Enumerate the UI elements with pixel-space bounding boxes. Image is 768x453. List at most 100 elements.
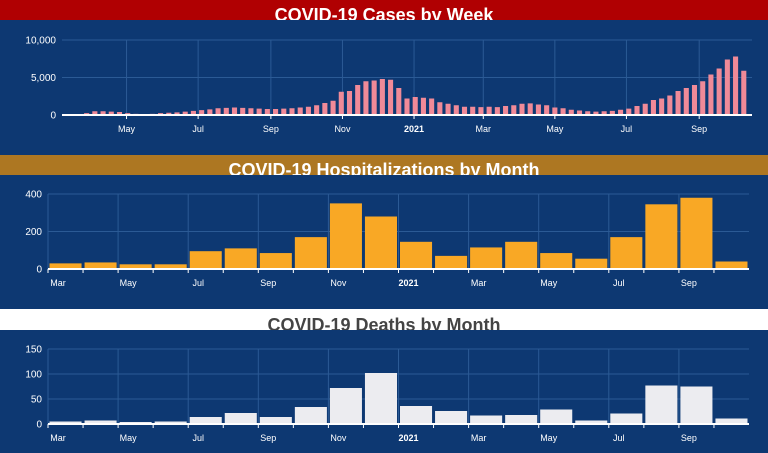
deaths-bar [224,413,257,424]
cases-bar [568,109,574,115]
hosp-bar [470,247,503,269]
cases-bar [256,108,262,115]
cases-bar [593,111,599,115]
deaths-bar [680,386,713,424]
hosp-y-tick-label: 0 [36,265,42,276]
hosp-x-tick-label: Jul [192,278,204,288]
deaths-x-tick-label: Nov [330,433,347,443]
cases-bar [108,111,114,115]
deaths-x-tick-label: Sep [260,433,276,443]
cases-bar [281,108,287,115]
cases-bar [100,111,106,115]
deaths-bar [329,388,362,424]
cases-bar [700,81,706,115]
hosp-bar [259,253,292,269]
cases-by-week-chart: 0 5,000 10,000 May Jul Sep Nov 2021 Mar May Jul Sep [25,36,752,134]
cases-bar [716,68,722,115]
cases-bar [503,106,509,115]
cases-bar [305,106,311,115]
hospitalizations-chart-title-band: COVID-19 Hospitalizations by Month [0,155,768,175]
hosp-x-tick-label: 2021 [398,278,418,288]
cases-chart-title: COVID-19 Cases by Week [274,5,494,20]
deaths-by-month-chart: 0 50 100 150 Mar May Jul Sep Nov 2021 Mar May Jul Sep [25,345,749,443]
deaths-bar [294,407,327,424]
cases-bar [404,98,410,115]
deaths-y-tick-label: 100 [25,370,42,381]
hosp-bar [505,241,538,269]
cases-x-tick-label: Nov [334,124,351,134]
hosp-bar [645,204,678,269]
cases-bar [683,88,689,115]
deaths-bar [189,417,222,424]
cases-bar [667,95,673,115]
hosp-x-tick-label: Mar [471,278,487,288]
cases-bar [388,79,394,115]
deaths-bar [610,413,643,424]
deaths-x-tick-label: Mar [471,433,487,443]
cases-x-tick-label: Mar [476,124,492,134]
cases-bar [240,107,246,115]
cases-bar [420,97,426,115]
cases-bar [544,105,550,115]
deaths-bar [49,421,82,424]
deaths-bar [400,406,433,424]
deaths-bar [364,373,397,424]
hosp-y-tick-label: 400 [25,190,42,201]
cases-bar [338,91,344,115]
hosp-bar [715,261,748,269]
hosp-bar [119,264,152,269]
deaths-y-tick-label: 0 [36,420,42,431]
cases-bar [552,107,558,115]
cases-bar [355,85,361,115]
cases-y-tick-label: 5,000 [31,73,56,84]
cases-x-tick-label: May [546,124,564,134]
cases-bar [659,98,665,115]
hosp-x-tick-label: May [120,278,138,288]
cases-bar [724,59,730,115]
cases-chart-title-band: COVID-19 Cases by Week [0,0,768,20]
cases-bar [650,100,656,115]
cases-bar [396,88,402,115]
cases-bar [560,108,566,115]
hosp-bar [329,203,362,269]
deaths-bar [645,385,678,424]
hosp-bar [294,237,327,269]
cases-bar [182,111,188,115]
hosp-x-tick-label: Mar [50,278,66,288]
deaths-x-tick-label: Jul [192,433,204,443]
cases-x-tick-label: 2021 [404,124,424,134]
cases-bar [494,107,500,115]
cases-bar [511,105,517,115]
deaths-bar [715,418,748,424]
hosp-x-tick-label: Sep [260,278,276,288]
cases-bar [273,109,279,115]
hospitalizations-chart-title: COVID-19 Hospitalizations by Month [228,160,540,175]
cases-bar [166,112,172,115]
hospitalizations-by-month-chart: 0 200 400 Mar May Jul Sep Nov 2021 Mar May Jul Sep [25,190,749,288]
cases-bar [675,91,681,115]
deaths-x-tick-label: Mar [50,433,66,443]
cases-bar [642,103,648,115]
hosp-bar [400,241,433,269]
cases-bar [346,91,353,115]
deaths-x-tick-label: Sep [681,433,697,443]
cases-bar [116,112,123,115]
cases-bar [429,98,435,115]
cases-bar [363,81,369,115]
cases-bar [601,111,607,115]
deaths-x-tick-label: 2021 [398,433,418,443]
cases-bar [527,103,533,115]
cases-x-tick-label: Sep [263,124,279,134]
cases-bar [248,108,254,115]
hosp-bar [189,251,222,269]
deaths-bar [540,409,573,424]
cases-bar [741,70,747,115]
cases-bar [453,105,459,115]
hosp-y-tick-label: 200 [25,227,42,238]
deaths-bar [505,415,538,424]
hosp-bar [540,253,573,269]
cases-bar [535,104,541,115]
cases-bar [289,108,295,115]
cases-chart-panel: 0 5,000 10,000 May Jul Sep Nov 2021 Mar May Jul Sep [0,20,768,155]
deaths-bar [435,411,468,424]
